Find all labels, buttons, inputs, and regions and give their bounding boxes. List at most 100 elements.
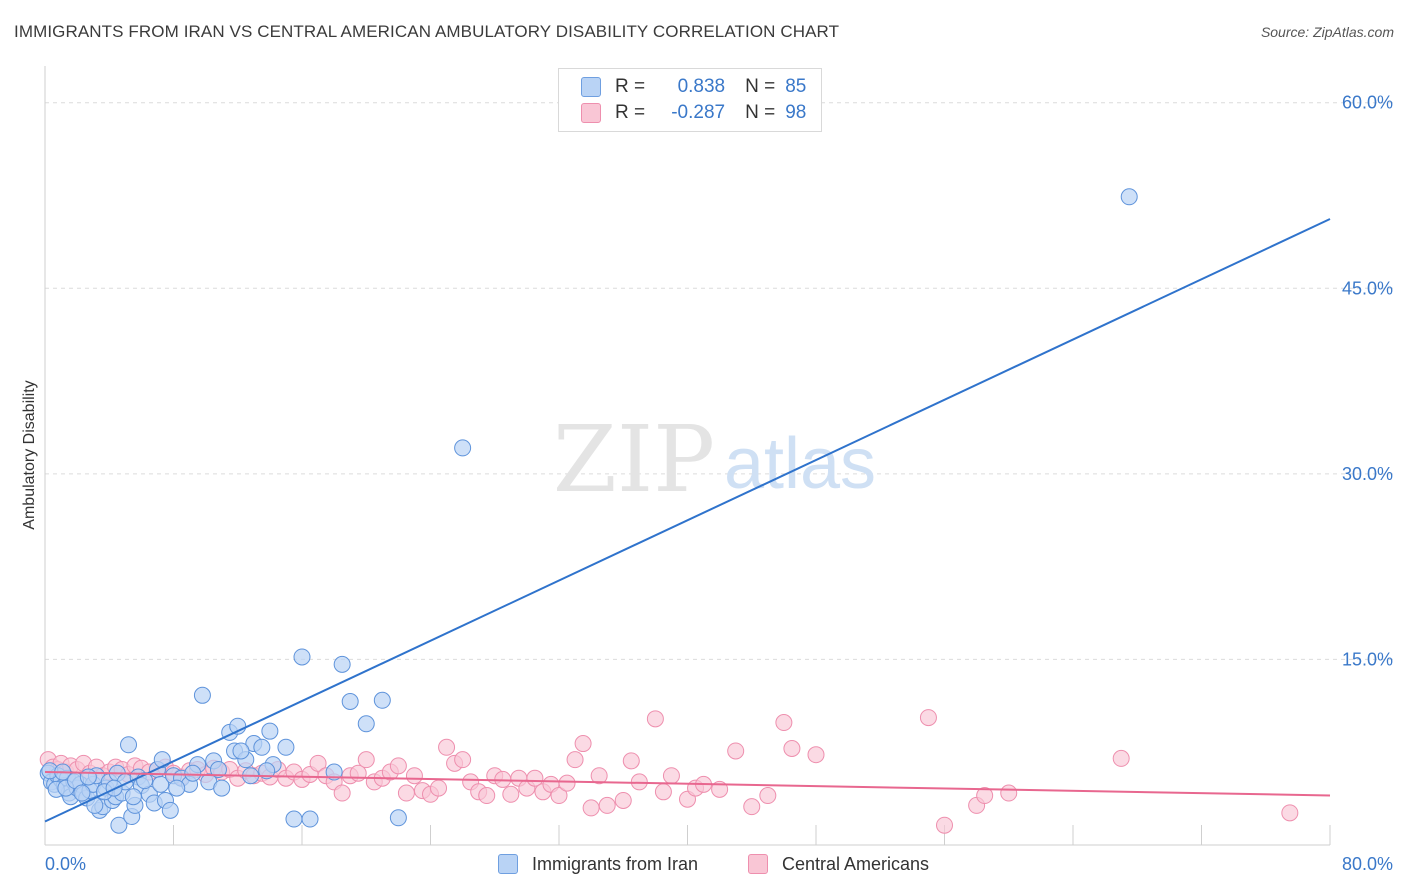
y-tick-label: 60.0% [1342, 93, 1393, 113]
data-point-central-americans [478, 787, 496, 805]
legend-row-central-americans: R = -0.287 N = 98 [581, 101, 806, 125]
data-point-iran [193, 686, 211, 704]
data-point-iran [152, 775, 170, 793]
x-tick-label: 80.0% [1342, 854, 1393, 874]
data-point-central-americans [582, 799, 600, 817]
n-value-iran: 85 [785, 76, 807, 97]
data-point-iran [110, 816, 128, 834]
data-point-iran [277, 738, 295, 756]
data-point-central-americans [775, 714, 793, 732]
source-label: Source: ZipAtlas.com [1260, 24, 1394, 40]
legend-swatch-pink [748, 854, 768, 874]
legend-item-central-americans[interactable]: Central Americans [748, 852, 929, 876]
data-point-central-americans [357, 751, 375, 769]
data-point-iran [79, 768, 97, 786]
data-point-central-americans [430, 779, 448, 797]
data-point-central-americans [333, 784, 351, 802]
legend-swatch-blue [581, 77, 601, 97]
data-point-central-americans [389, 757, 407, 775]
data-point-central-americans [550, 787, 568, 805]
data-point-central-americans [526, 769, 544, 787]
data-point-iran [120, 736, 138, 754]
data-point-central-americans [976, 787, 994, 805]
correlation-legend: R = 0.838 N = 85 R = -0.287 N = 98 [558, 68, 822, 132]
data-point-central-americans [727, 742, 745, 760]
data-point-iran [357, 715, 375, 733]
r-label: R = [615, 102, 646, 123]
data-point-central-americans [405, 767, 423, 785]
data-point-central-americans [783, 740, 801, 758]
data-point-central-americans [759, 787, 777, 805]
legend-label-central-americans: Central Americans [782, 853, 930, 874]
data-point-central-americans [438, 738, 456, 756]
data-point-iran [285, 810, 303, 828]
grid-layer [44, 66, 1395, 846]
data-point-iran [258, 762, 276, 780]
y-tick-label: 15.0% [1342, 649, 1393, 669]
legend-swatch-pink [581, 103, 601, 123]
data-point-iran [73, 784, 91, 802]
data-point-iran [301, 810, 319, 828]
data-point-central-americans [919, 709, 937, 727]
data-point-central-americans [743, 798, 761, 816]
data-point-central-americans [454, 751, 472, 769]
data-point-iran [293, 648, 311, 666]
data-point-iran [184, 764, 202, 782]
y-tick-label: 30.0% [1342, 464, 1393, 484]
data-point-central-americans [598, 796, 616, 814]
legend-item-iran[interactable]: Immigrants from Iran [498, 852, 698, 876]
data-point-central-americans [936, 816, 953, 834]
data-point-iran [373, 691, 391, 709]
data-point-iran [168, 779, 186, 797]
n-label: N = [745, 76, 776, 97]
data-point-central-americans [662, 767, 680, 785]
data-point-iran [153, 751, 171, 769]
data-point-iran [341, 692, 359, 710]
legend-label-iran: Immigrants from Iran [532, 853, 699, 874]
data-point-central-americans [574, 735, 592, 753]
watermark: ZIP atlas [553, 406, 876, 513]
data-point-iran [325, 763, 343, 781]
chart-title: IMMIGRANTS FROM IRAN VS CENTRAL AMERICAN… [14, 22, 840, 41]
data-point-central-americans [654, 783, 672, 801]
legend-swatch-blue [498, 854, 518, 874]
n-label: N = [745, 102, 776, 123]
trend-lines [44, 218, 1331, 823]
data-point-central-americans [646, 710, 664, 728]
y-tick-label: 45.0% [1342, 278, 1393, 298]
data-point-iran [213, 779, 231, 797]
watermark-zip: ZIP [553, 406, 715, 513]
data-point-central-americans [502, 785, 520, 803]
data-point-iran [253, 738, 271, 756]
data-point-central-americans [1112, 749, 1130, 767]
data-point-central-americans [622, 752, 640, 770]
data-point-iran [1120, 188, 1138, 206]
r-value-central-americans: -0.287 [671, 102, 726, 123]
data-point-central-americans [309, 754, 327, 772]
r-value-iran: 0.838 [677, 76, 726, 97]
data-point-iran [389, 809, 407, 827]
x-tick-label: 0.0% [45, 854, 86, 874]
n-value-central-americans: 98 [785, 102, 807, 123]
data-point-central-americans [614, 791, 632, 809]
data-point-central-americans [807, 746, 825, 764]
data-point-iran [209, 761, 227, 779]
data-point-central-americans [1000, 784, 1018, 802]
data-point-iran [333, 655, 351, 673]
data-point-iran [261, 722, 279, 740]
data-point-central-americans [566, 751, 584, 769]
data-point-iran [454, 439, 472, 457]
data-point-iran [124, 788, 142, 806]
legend-row-iran: R = 0.838 N = 85 [581, 75, 806, 99]
data-point-central-americans [1281, 804, 1299, 822]
trend-line-iran [44, 218, 1331, 823]
data-point-iran [161, 801, 179, 819]
r-label: R = [615, 76, 646, 97]
data-point-central-americans [397, 784, 415, 802]
data-point-iran [232, 742, 250, 760]
tick-labels: 15.0% 30.0% 45.0% 60.0% 0.0% 80.0% [45, 93, 1393, 874]
data-point-central-americans [558, 774, 576, 792]
data-point-central-americans [590, 767, 608, 785]
trend-line-central-americans [44, 771, 1331, 797]
